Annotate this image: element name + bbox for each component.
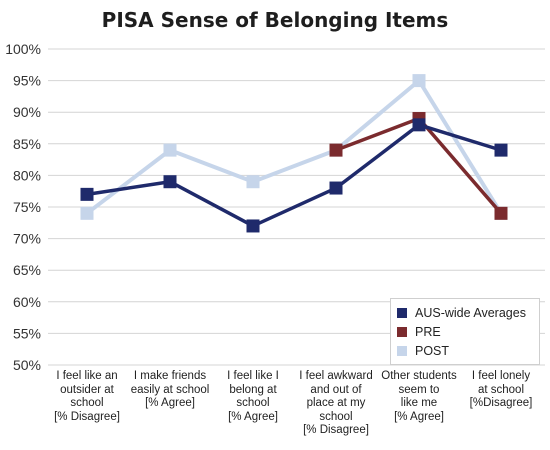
data-point-post [246,175,260,189]
data-point-aus-wide-averages [163,175,177,189]
series-line-post [85,78,503,215]
legend-item: AUS-wide Averages [397,303,533,322]
x-tick-label: I feel lonely at school [%Disagree] [458,370,544,411]
y-tick-label: 60% [13,294,41,310]
x-tick-label-line: I feel like an [56,370,118,382]
x-tick-label: I feel awkward and out of place at my schoo… [293,370,379,438]
data-point-aus-wide-averages [80,187,94,201]
x-tick-label: I feel like an outsider at school [% Disagr… [44,370,130,424]
x-tick-label-line: I feel like I [227,370,279,382]
x-tick-label-line: [% Agree] [228,410,278,423]
y-tick-label: 70% [13,231,41,247]
x-tick-label-line: and out of [310,383,362,396]
x-tick-label-line: like me [400,397,438,409]
x-tick-label-line: place at my [306,397,366,409]
y-tick-label: 50% [13,357,41,373]
x-tick-label-line: school [70,397,104,409]
data-point-post [412,74,426,88]
x-tick-label-line: [% Agree] [145,397,195,409]
y-tick-label: 75% [13,199,41,215]
data-point-aus-wide-averages [494,143,508,157]
legend-label: POST [415,343,450,358]
data-point-post [80,206,94,220]
x-tick-label-line: easily at school [130,383,210,396]
legend-swatch [397,307,407,318]
x-tick-label-line: I feel awkward [299,370,373,382]
legend-label: AUS-wide Averages [415,305,526,320]
data-point-aus-wide-averages [412,118,426,132]
x-tick-label-line: [% Disagree] [303,424,369,436]
series-line-pre [335,116,503,215]
legend-swatch [397,326,407,337]
y-tick-label: 90% [13,104,41,120]
x-tick-label: Other students seem to like me [% Agree] [376,370,462,424]
legend-swatch [397,345,407,356]
x-tick-label-line: school [319,410,353,423]
y-tick-label: 85% [13,136,41,152]
x-tick-label-line: [% Disagree] [54,410,120,423]
x-tick-label-line: [% Agree] [394,410,444,423]
x-tick-label-line: belong at [229,383,277,396]
y-tick-label: 100% [5,41,41,57]
y-tick-label: 95% [13,73,41,89]
x-tick-label-line: at school [477,383,525,396]
y-tick-label: 55% [13,325,41,341]
x-tick-label: I make friends easily at school [% Agree] [127,370,213,411]
x-tick-label-line: seem to [398,383,440,396]
data-point-aus-wide-averages [329,181,343,195]
series-line-aus-wide-averages [86,123,502,228]
data-point-post [163,143,177,157]
x-tick-label-line: Other students [381,370,457,382]
legend: AUS-wide Averages PRE POST [390,298,540,365]
data-point-aus-wide-averages [246,219,260,233]
x-tick-label-line: I make friends [133,370,207,382]
x-tick-label-line: I feel lonely [471,370,531,382]
legend-item: PRE [397,322,533,341]
legend-item: POST [397,341,533,360]
data-point-pre [494,206,508,220]
y-tick-label: 65% [13,262,41,278]
x-tick-label-line: [%Disagree] [469,397,533,409]
y-tick-label: 80% [13,167,41,183]
data-point-pre [329,143,343,157]
x-tick-label-line: school [236,397,270,409]
x-tick-label-line: outsider at [60,383,114,396]
chart-title: PISA Sense of Belonging Items [101,8,449,32]
legend-label: PRE [415,324,441,339]
